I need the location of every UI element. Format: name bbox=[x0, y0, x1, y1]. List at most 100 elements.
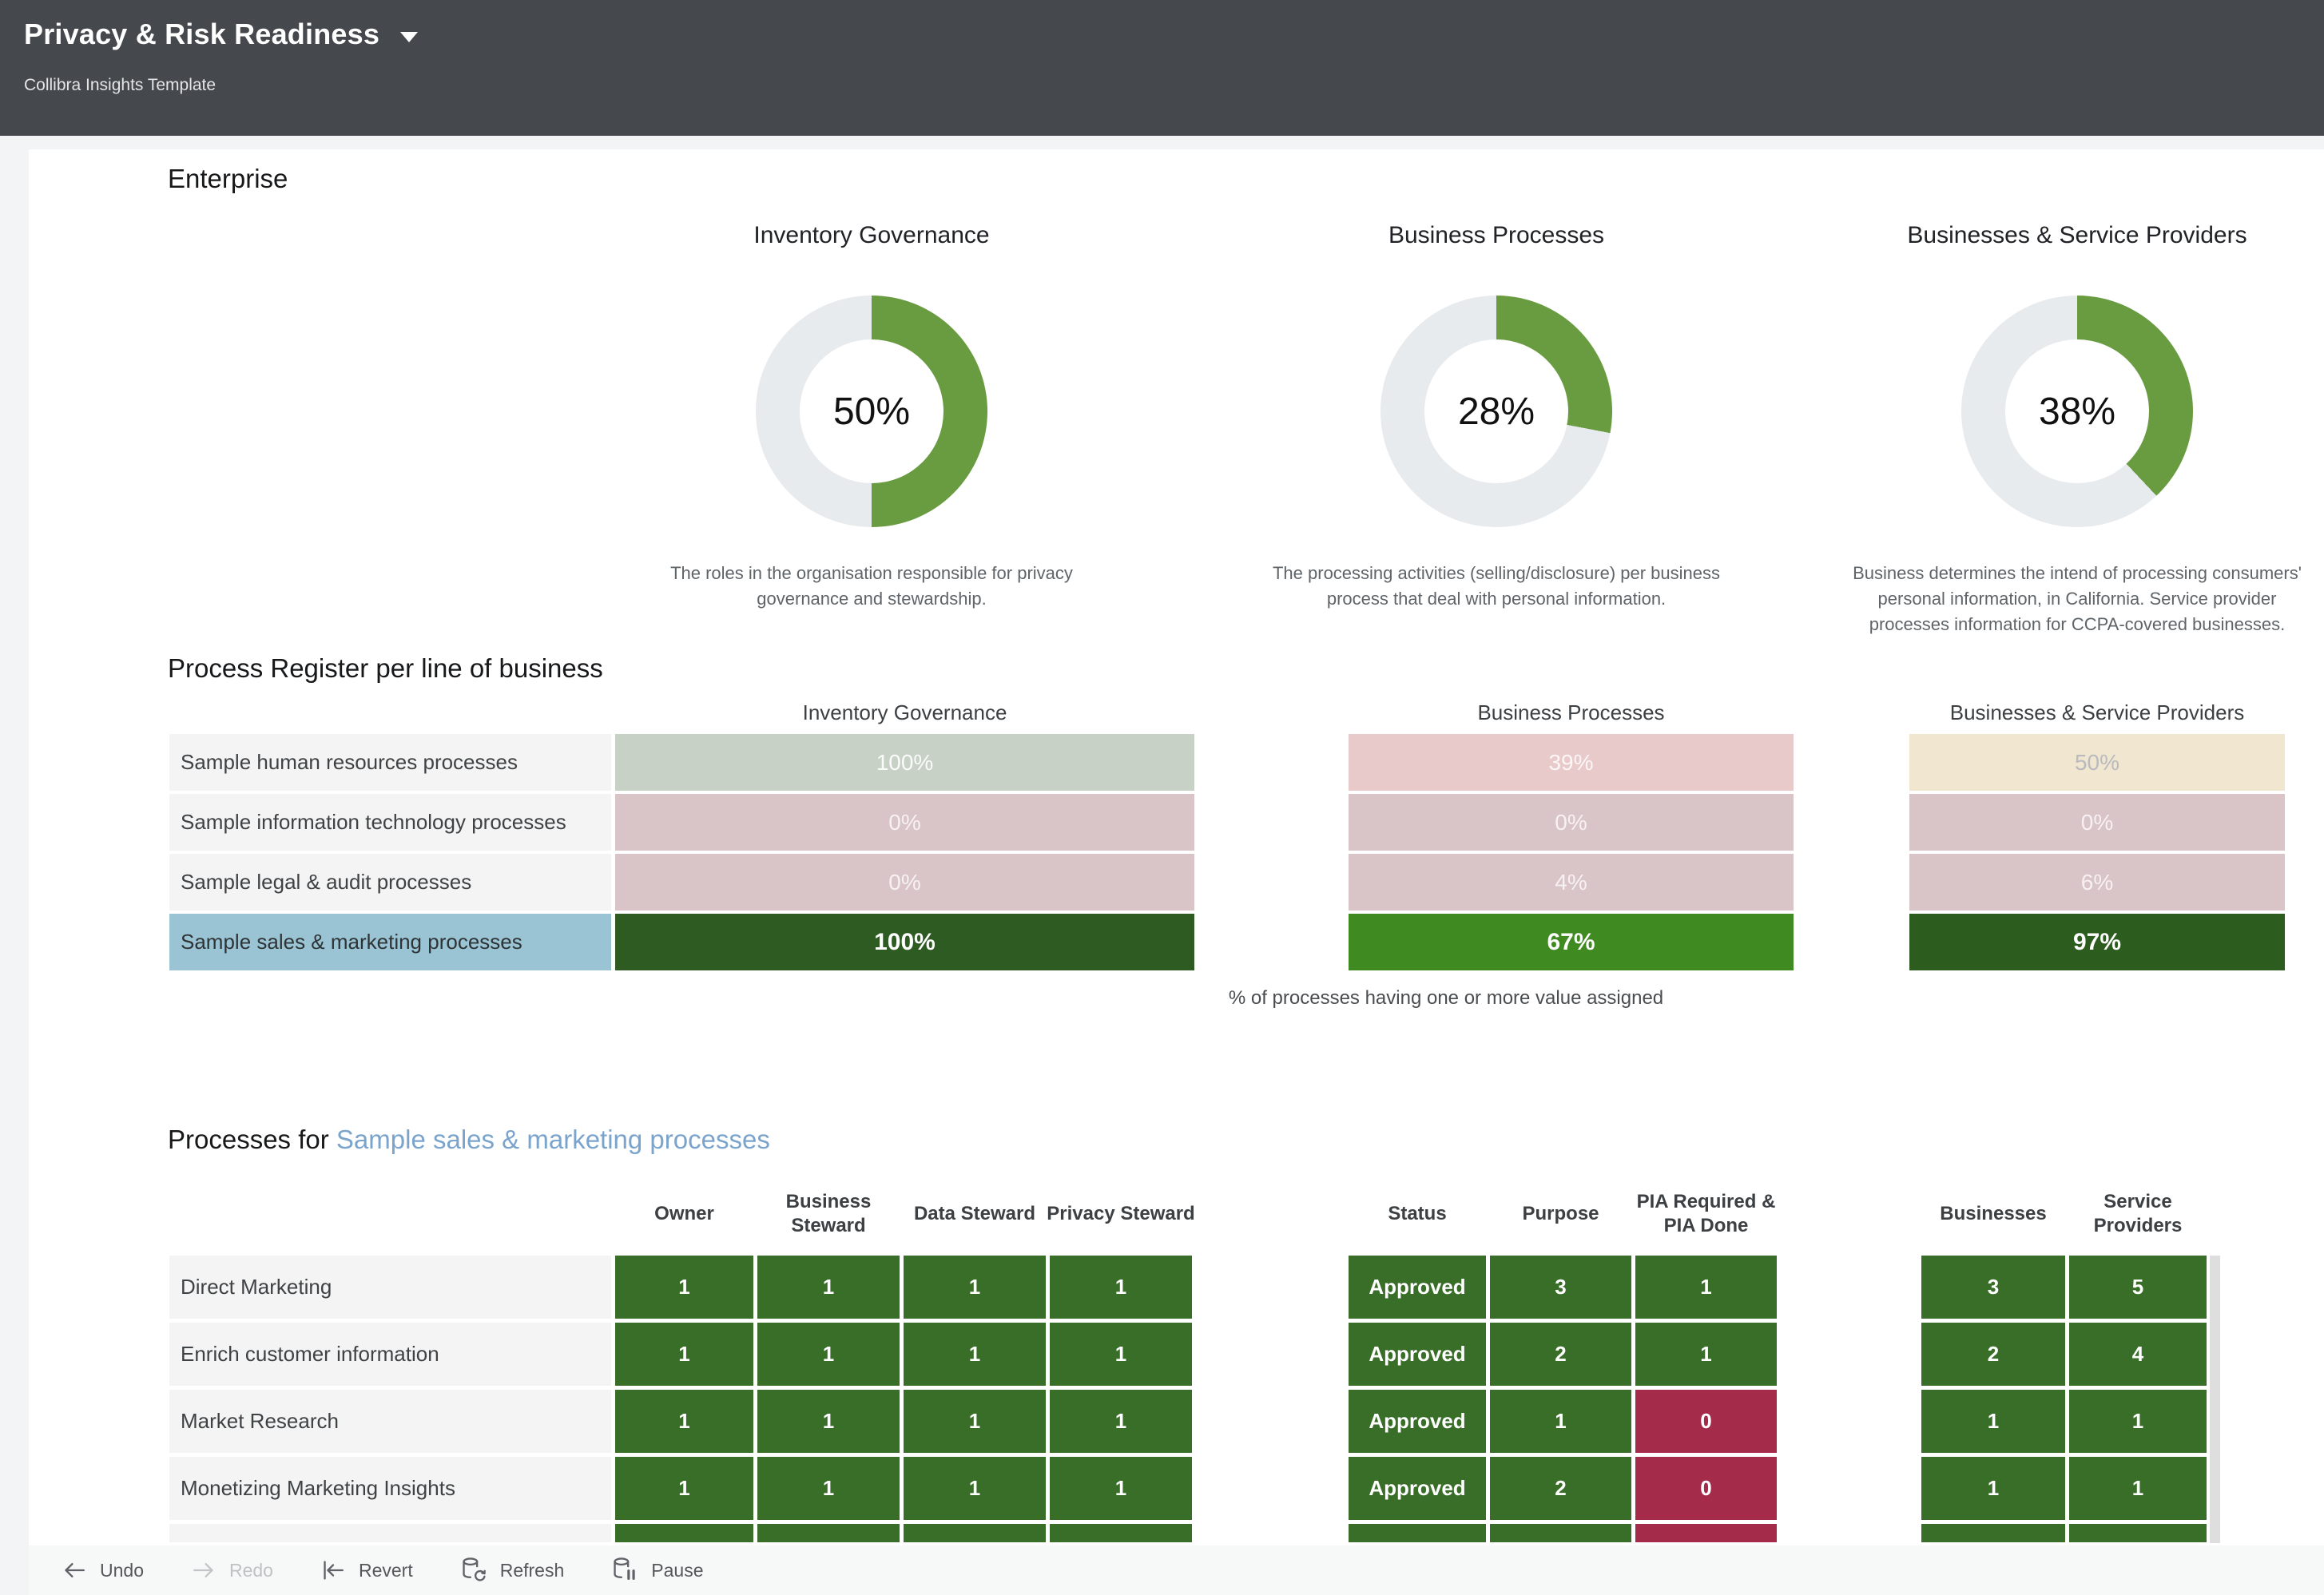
toolbar-button-label: Refresh bbox=[499, 1559, 565, 1581]
process-cell[interactable] bbox=[1349, 1524, 1486, 1542]
process-cell[interactable]: 1 bbox=[1635, 1256, 1777, 1319]
process-cell[interactable] bbox=[1921, 1524, 2065, 1542]
process-row-label-market-research[interactable]: Market Research bbox=[169, 1390, 611, 1453]
register-cell[interactable]: 0% bbox=[1349, 794, 1794, 851]
process-cell[interactable]: 1 bbox=[1050, 1390, 1192, 1453]
register-row-label-sample-sales-marketing-processes[interactable]: Sample sales & marketing processes bbox=[169, 914, 611, 970]
process-cell[interactable]: 1 bbox=[615, 1390, 753, 1453]
process-cell[interactable] bbox=[757, 1524, 900, 1542]
process-cell[interactable]: 1 bbox=[1921, 1390, 2065, 1453]
process-cell[interactable]: 1 bbox=[757, 1390, 900, 1453]
process-row-label-direct-marketing[interactable]: Direct Marketing bbox=[169, 1256, 611, 1319]
donut-value-label: 28% bbox=[1457, 390, 1535, 433]
process-cell[interactable]: 1 bbox=[904, 1390, 1046, 1453]
process-cell[interactable]: 1 bbox=[757, 1256, 900, 1319]
process-cell[interactable]: Approved bbox=[1349, 1390, 1486, 1453]
table-vertical-scrollbar[interactable] bbox=[2210, 1256, 2220, 1543]
processes-column-header-business-steward: Business Steward bbox=[785, 1191, 872, 1236]
register-cell[interactable]: 97% bbox=[1909, 914, 2285, 970]
page-subtitle: Collibra Insights Template bbox=[24, 76, 217, 94]
process-cell[interactable]: 1 bbox=[1050, 1256, 1192, 1319]
toolbar-button-undo[interactable]: Undo bbox=[61, 1557, 144, 1584]
process-row-label-enrich-customer-information[interactable]: Enrich customer information bbox=[169, 1323, 611, 1386]
process-cell[interactable]: 1 bbox=[2069, 1390, 2207, 1453]
process-cell[interactable] bbox=[2069, 1524, 2207, 1542]
process-cell[interactable]: 1 bbox=[615, 1256, 753, 1319]
process-cell[interactable]: 1 bbox=[615, 1323, 753, 1386]
process-cell[interactable]: 3 bbox=[1490, 1256, 1631, 1319]
register-column-header-businesses-service-providers: Businesses & Service Providers bbox=[1949, 700, 2245, 724]
process-cell[interactable]: 1 bbox=[1490, 1390, 1631, 1453]
register-cell[interactable]: 39% bbox=[1349, 734, 1794, 791]
register-cell[interactable]: 6% bbox=[1909, 854, 2285, 911]
process-cell[interactable]: 1 bbox=[1050, 1323, 1192, 1386]
processes-column-header-pia-required-pia-done: PIA Required & PIA Done bbox=[1636, 1191, 1776, 1236]
process-cell[interactable]: 5 bbox=[2069, 1256, 2207, 1319]
donut-chart-inventory-governance: 50% bbox=[756, 296, 987, 527]
process-cell[interactable] bbox=[904, 1524, 1046, 1542]
donut-value-label: 50% bbox=[832, 390, 911, 433]
chevron-down-icon[interactable] bbox=[400, 31, 419, 42]
processes-column-header-status: Status bbox=[1388, 1203, 1447, 1224]
chart-businesses-service-providers: Businesses & Service Providers 38% Busines… bbox=[1837, 222, 2317, 637]
process-cell[interactable]: 1 bbox=[904, 1323, 1046, 1386]
donut-chart-businesses-service-providers: 38% bbox=[1961, 296, 2193, 527]
db-pause-icon bbox=[610, 1556, 639, 1585]
register-row-label-sample-legal-audit-processes[interactable]: Sample legal & audit processes bbox=[169, 854, 611, 911]
process-cell[interactable]: 1 bbox=[1921, 1457, 2065, 1520]
process-cell[interactable] bbox=[1050, 1524, 1192, 1542]
toolbar-button-pause[interactable]: Pause bbox=[610, 1556, 703, 1585]
top-header-bar: Privacy & Risk Readiness Collibra Insigh… bbox=[0, 0, 2324, 136]
process-cell[interactable]: 1 bbox=[904, 1256, 1046, 1319]
process-cell[interactable] bbox=[1635, 1524, 1777, 1542]
process-cell[interactable]: 4 bbox=[2069, 1323, 2207, 1386]
register-cell[interactable]: 67% bbox=[1349, 914, 1794, 970]
processes-column-header-data-steward: Data Steward bbox=[913, 1203, 1036, 1224]
toolbar-button-redo[interactable]: Redo bbox=[190, 1557, 273, 1584]
processes-title-link[interactable]: Sample sales & marketing processes bbox=[336, 1125, 770, 1154]
process-cell[interactable]: 2 bbox=[1490, 1457, 1631, 1520]
register-column-header-business-processes: Business Processes bbox=[1477, 700, 1665, 724]
process-row-label-partial[interactable] bbox=[169, 1524, 611, 1542]
toolbar-button-refresh[interactable]: Refresh bbox=[459, 1556, 565, 1585]
process-cell[interactable]: 1 bbox=[1050, 1457, 1192, 1520]
process-cell[interactable]: 1 bbox=[757, 1457, 900, 1520]
register-cell[interactable]: 100% bbox=[615, 914, 1194, 970]
process-cell[interactable]: 2 bbox=[1490, 1323, 1631, 1386]
process-cell[interactable]: Approved bbox=[1349, 1323, 1486, 1386]
register-row-label-sample-information-technology-processes[interactable]: Sample information technology processes bbox=[169, 794, 611, 851]
process-cell[interactable]: 0 bbox=[1635, 1390, 1777, 1453]
toolbar-button-label: Redo bbox=[228, 1559, 273, 1581]
process-cell[interactable]: 1 bbox=[2069, 1457, 2207, 1520]
donut-hole: 28% bbox=[1424, 339, 1568, 483]
process-cell[interactable]: 2 bbox=[1921, 1323, 2065, 1386]
register-cell[interactable]: 0% bbox=[615, 854, 1194, 911]
process-row-label-monetizing-marketing-insights[interactable]: Monetizing Marketing Insights bbox=[169, 1457, 611, 1520]
process-cell[interactable]: Approved bbox=[1349, 1457, 1486, 1520]
register-row-label-sample-human-resources-processes[interactable]: Sample human resources processes bbox=[169, 734, 611, 791]
chart-title: Businesses & Service Providers bbox=[1907, 222, 2247, 248]
donut-hole: 50% bbox=[800, 339, 944, 483]
toolbar-button-revert[interactable]: Revert bbox=[320, 1557, 413, 1584]
process-cell[interactable] bbox=[615, 1524, 753, 1542]
register-cell[interactable]: 100% bbox=[615, 734, 1194, 791]
register-cell[interactable]: 50% bbox=[1909, 734, 2285, 791]
process-cell[interactable]: 1 bbox=[757, 1323, 900, 1386]
process-cell[interactable]: 0 bbox=[1635, 1457, 1777, 1520]
chart-inventory-governance: Inventory Governance 50% The roles in the … bbox=[632, 222, 1111, 612]
chart-caption: The processing activities (selling/discl… bbox=[1272, 563, 1721, 609]
donut-chart-business-processes: 28% bbox=[1380, 296, 1612, 527]
process-cell[interactable]: 1 bbox=[1635, 1323, 1777, 1386]
process-cell[interactable]: 3 bbox=[1921, 1256, 2065, 1319]
register-cell[interactable]: 0% bbox=[615, 794, 1194, 851]
register-cell[interactable]: 4% bbox=[1349, 854, 1794, 911]
chart-caption: Business determines the intend of proces… bbox=[1853, 563, 2302, 634]
process-cell[interactable]: 1 bbox=[615, 1457, 753, 1520]
process-cell[interactable]: 1 bbox=[904, 1457, 1046, 1520]
process-cell[interactable] bbox=[1490, 1524, 1631, 1542]
processes-column-header-privacy-steward: Privacy Steward bbox=[1047, 1203, 1195, 1224]
section-title-processes: Processes for Sample sales & marketing p… bbox=[168, 1125, 770, 1155]
process-cell[interactable]: Approved bbox=[1349, 1256, 1486, 1319]
donut-value-label: 38% bbox=[2038, 390, 2116, 433]
register-cell[interactable]: 0% bbox=[1909, 794, 2285, 851]
